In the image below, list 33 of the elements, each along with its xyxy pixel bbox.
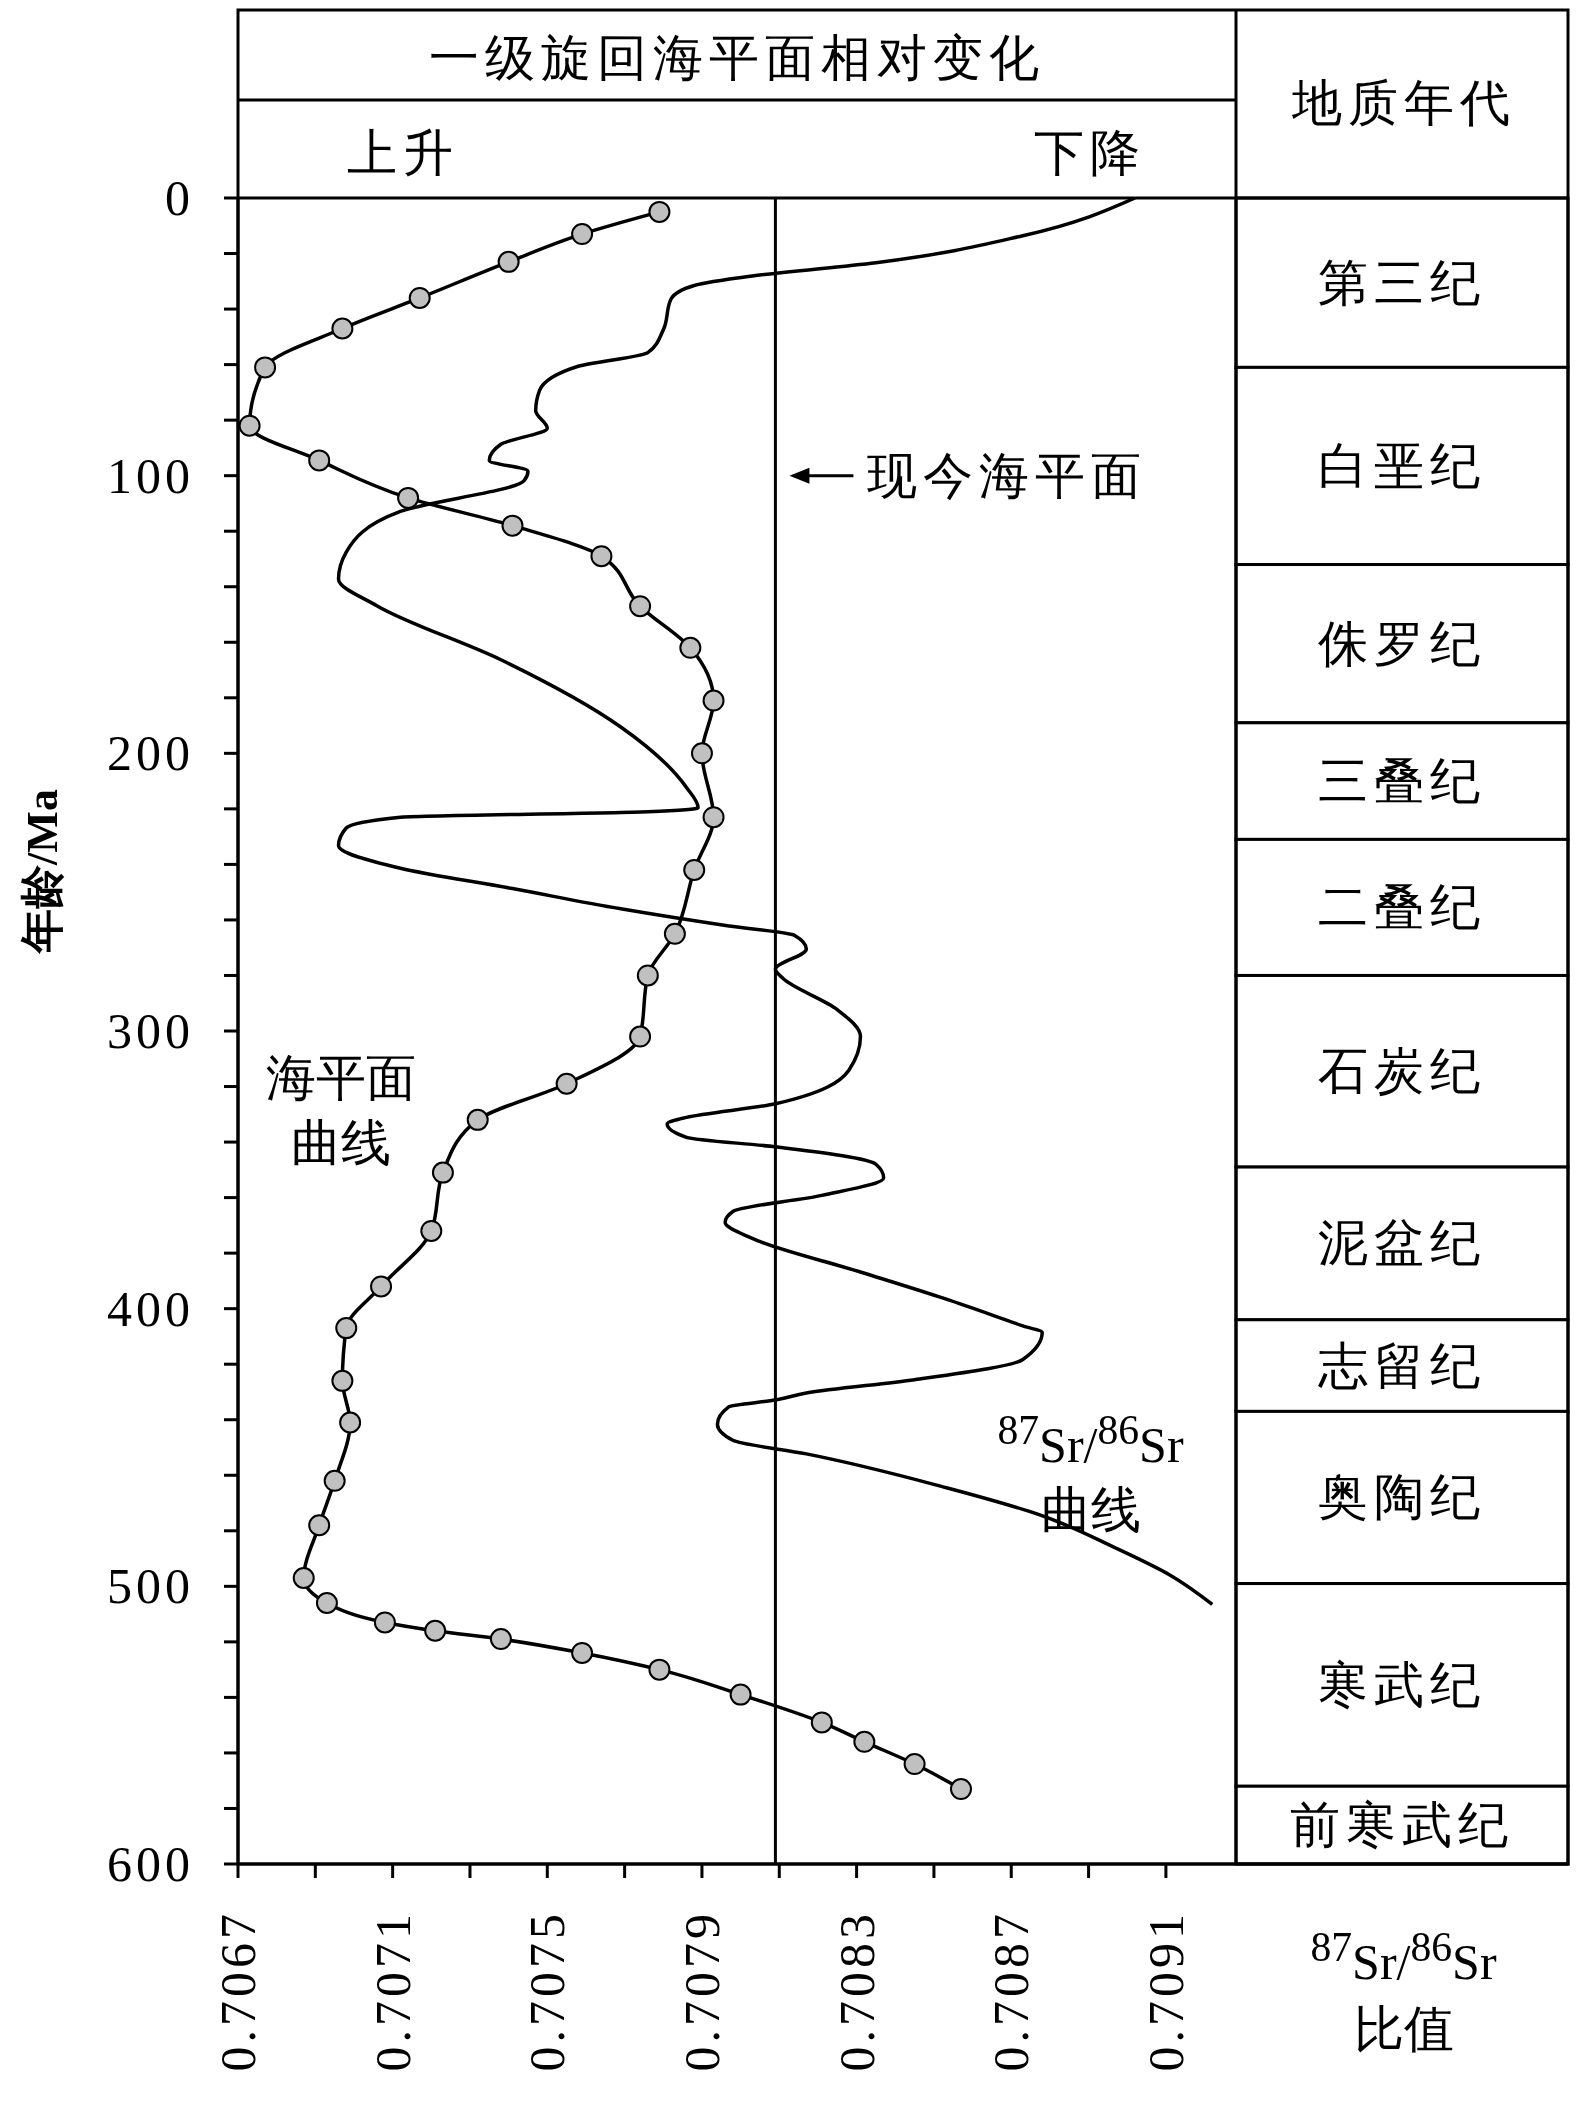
x-axis-title: $^{87}$Sr/$^{86}$Sr 比值 bbox=[1309, 1923, 1498, 2060]
band-label: 二叠纪 bbox=[1318, 879, 1486, 936]
x-tick-label: 0.7075 bbox=[519, 1910, 576, 2072]
band-label: 泥盆纪 bbox=[1318, 1215, 1486, 1272]
band-label: 白垩纪 bbox=[1318, 437, 1486, 494]
band-label: 三叠纪 bbox=[1318, 753, 1486, 810]
y-tick-label: 500 bbox=[107, 1558, 194, 1615]
y-tick-label: 600 bbox=[107, 1836, 194, 1892]
text: 上升 bbox=[347, 125, 459, 181]
y-axis-title: 年龄/Ma bbox=[17, 789, 67, 954]
text: 下降 bbox=[1034, 125, 1146, 181]
y-tick-label: 400 bbox=[107, 1280, 194, 1337]
y-tick-label: 200 bbox=[107, 725, 194, 782]
x2-axis-title: 一级旋回海平面相对变化 bbox=[429, 30, 1045, 86]
band-label: 前寒武纪 bbox=[1290, 1797, 1514, 1854]
band-label: 志留纪 bbox=[1318, 1337, 1486, 1394]
x-tick-label: 0.7071 bbox=[364, 1910, 421, 2072]
y-tick-label: 100 bbox=[107, 447, 194, 504]
x-tick-label: 0.7087 bbox=[983, 1910, 1040, 2072]
band-label: 侏罗纪 bbox=[1318, 615, 1486, 672]
x-tick-label: 0.7083 bbox=[828, 1910, 885, 2072]
text: 地质年代 bbox=[1291, 75, 1516, 131]
y-tick-label: 300 bbox=[107, 1003, 194, 1059]
y-tick-label: 0 bbox=[165, 170, 194, 226]
band-label: 奥陶纪 bbox=[1318, 1469, 1486, 1526]
band-label: 石炭纪 bbox=[1318, 1043, 1486, 1100]
x-tick-label: 0.7091 bbox=[1137, 1910, 1194, 2072]
series-label: 海平面曲线 bbox=[265, 1049, 417, 1173]
band-label: 寒武纪 bbox=[1318, 1656, 1486, 1713]
x-tick-label: 0.7079 bbox=[673, 1910, 730, 2072]
x-tick-label: 0.7067 bbox=[210, 1910, 266, 2072]
ref-line-label: 现今海平面 bbox=[867, 447, 1148, 504]
band-label: 第三纪 bbox=[1318, 254, 1486, 311]
